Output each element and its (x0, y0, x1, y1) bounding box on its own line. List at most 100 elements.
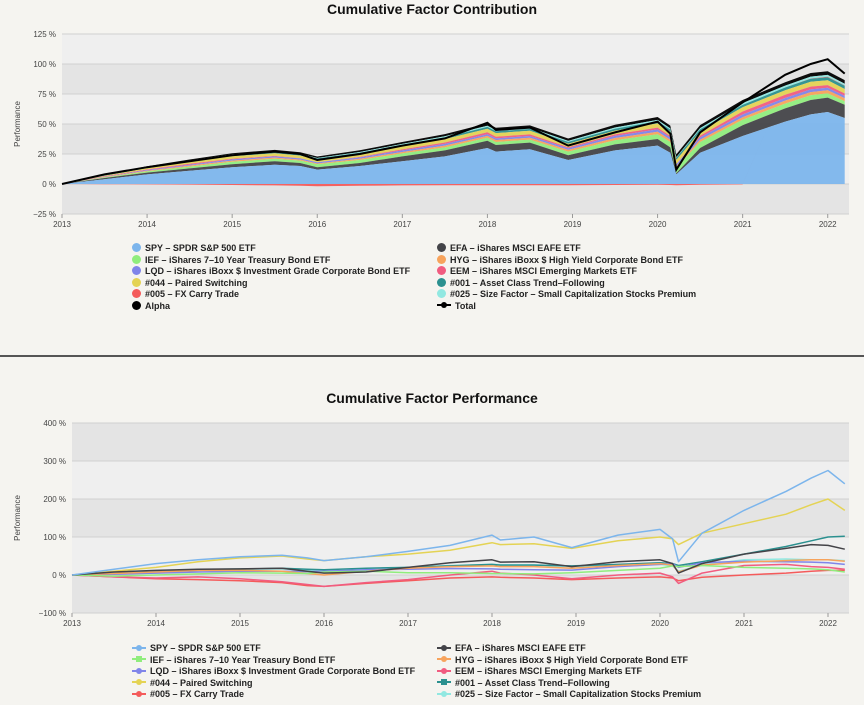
legend-swatch (437, 243, 446, 253)
x-tick-label: 2021 (735, 619, 753, 628)
legend-item-spy-spdr-s-p-500-etf[interactable]: SPY – SPDR S&P 500 ETF (132, 243, 256, 254)
legend-item-001-asset-class-trend-following[interactable]: #001 – Asset Class Trend–Following (437, 678, 610, 689)
legend-item-ief-ishares-7-10-year-treasury-bond-etf[interactable]: IEF – iShares 7–10 Year Treasury Bond ET… (132, 655, 335, 666)
legend-label: IEF – iShares 7–10 Year Treasury Bond ET… (150, 654, 336, 665)
y-tick-label: 50 % (38, 120, 56, 129)
legend-label: EFA – iShares MSCI EAFE ETF (450, 243, 581, 253)
x-tick-label: 2013 (53, 220, 71, 229)
chart1-title: Cumulative Factor Contribution (327, 1, 537, 17)
x-tick-label: 2015 (223, 220, 241, 229)
legend-item-001-asset-class-trend-following[interactable]: #001 – Asset Class Trend–Following (437, 278, 605, 289)
legend-swatch (132, 289, 141, 299)
legend-item-005-fx-carry-trade[interactable]: #005 – FX Carry Trade (132, 289, 239, 300)
legend-label: Alpha (145, 300, 171, 311)
legend-swatch (132, 254, 141, 264)
legend-swatch (132, 690, 146, 697)
legend-item-efa-ishares-msci-eafe-etf[interactable]: EFA – iShares MSCI EAFE ETF (437, 643, 586, 654)
x-tick-label: 2014 (138, 220, 156, 229)
plot-band (72, 461, 849, 499)
plot-band (62, 64, 849, 94)
legend-label: LQD – iShares iBoxx $ Investment Grade C… (145, 266, 411, 276)
y-tick-label: 300 % (43, 457, 66, 466)
factor-performance-chart: −100 % 0 % 100 % 200 % 300 % 400 % 2013 2014 201… (13, 419, 849, 628)
y-tick-label: 400 % (43, 419, 66, 428)
x-tick-label: 2017 (399, 619, 417, 628)
area-spy-spdr-s-p-500-etf (62, 112, 845, 184)
legend-label: SPY – SPDR S&P 500 ETF (145, 243, 256, 253)
legend-label: LQD – iShares iBoxx $ Investment Grade C… (150, 666, 416, 676)
legend-item-efa-ishares-msci-eafe-etf[interactable]: EFA – iShares MSCI EAFE ETF (437, 243, 581, 254)
legend-label: HYG – iShares iBoxx $ High Yield Corpora… (455, 654, 689, 665)
legend-item-044-paired-switching[interactable]: #044 – Paired Switching (132, 678, 253, 689)
y-tick-label: 0 % (42, 180, 56, 189)
legend-item-hyg-ishares-iboxx-high-yield-corporate-b[interactable]: HYG – iShares iBoxx $ High Yield Corpora… (437, 255, 683, 266)
legend-swatch (437, 656, 451, 663)
line-ief-ishares-7-10-year-treasury-bond-etf (71, 564, 845, 577)
legend-label: #001 – Asset Class Trend–Following (455, 677, 610, 688)
x-tick-label: 2016 (308, 220, 326, 229)
legend-item-eem-ishares-msci-emerging-markets-etf[interactable]: EEM – iShares MSCI Emerging Markets ETF (437, 266, 637, 277)
legend-item-ief-ishares-7-10-year-treasury-bond-etf[interactable]: IEF – iShares 7–10 Year Treasury Bond ET… (132, 255, 330, 266)
y-tick-label: 100 % (33, 60, 56, 69)
legend-swatch (437, 266, 446, 276)
line-hyg-ishares-iboxx-high-yield-corporate-b (71, 559, 845, 576)
area-ief-ishares-7-10-year-treasury-bond-etf (62, 93, 845, 184)
legend-swatch (132, 300, 141, 310)
x-tick-label: 2014 (147, 619, 165, 628)
legend-swatch (132, 656, 146, 663)
legend-item-total[interactable]: Total (437, 301, 476, 312)
legend-swatch (437, 667, 451, 674)
legend-label: #044 – Paired Switching (145, 277, 248, 288)
x-tick-label: 2020 (651, 619, 669, 628)
x-tick-label: 2019 (567, 619, 585, 628)
legend-item-eem-ishares-msci-emerging-markets-etf[interactable]: EEM – iShares MSCI Emerging Markets ETF (437, 666, 642, 677)
legend-swatch (132, 277, 141, 287)
legend-item-spy-spdr-s-p-500-etf[interactable]: SPY – SPDR S&P 500 ETF (132, 643, 261, 654)
legend-swatch (132, 644, 146, 651)
legend-label: Total (455, 300, 476, 311)
y-axis-label: Performance (13, 101, 22, 147)
legend-item-lqd-ishares-iboxx-investment-grade-corpo[interactable]: LQD – iShares iBoxx $ Investment Grade C… (132, 666, 415, 677)
plot-band (72, 575, 849, 613)
y-tick-label: 75 % (38, 90, 56, 99)
legend-label: #025 – Size Factor – Small Capitalizatio… (450, 289, 697, 299)
y-tick-label: 0 % (52, 571, 66, 580)
legend-swatch (437, 679, 451, 686)
legend-label: #044 – Paired Switching (150, 677, 253, 688)
legend-swatch (437, 277, 446, 287)
legend-label: #001 – Asset Class Trend–Following (450, 277, 605, 288)
legend-item-hyg-ishares-iboxx-high-yield-corporate-b[interactable]: HYG – iShares iBoxx $ High Yield Corpora… (437, 655, 688, 666)
legend-label: EEM – iShares MSCI Emerging Markets ETF (455, 666, 643, 676)
legend-swatch (132, 667, 146, 674)
line-spy-spdr-s-p-500-etf (71, 469, 846, 576)
line-044-paired-switching (71, 498, 846, 576)
chart2-legend: SPY – SPDR S&P 500 ETF EFA – iShares MSCI… (0, 643, 864, 705)
chart1-legend: SPY – SPDR S&P 500 ETF EFA – iShares MSCI… (0, 243, 864, 313)
y-tick-label: −25 % (33, 210, 56, 219)
legend-item-lqd-ishares-iboxx-investment-grade-corpo[interactable]: LQD – iShares iBoxx $ Investment Grade C… (132, 266, 410, 277)
legend-item-025-size-factor-small-capitalization-sto[interactable]: #025 – Size Factor – Small Capitalizatio… (437, 689, 701, 700)
legend-label: EEM – iShares MSCI Emerging Markets ETF (450, 266, 638, 276)
line-total (61, 58, 846, 185)
plot-band (62, 34, 849, 64)
legend-swatch (132, 243, 141, 253)
legend-item-044-paired-switching[interactable]: #044 – Paired Switching (132, 278, 248, 289)
x-tick-label: 2020 (649, 220, 667, 229)
x-tick-label: 2016 (315, 619, 333, 628)
legend-label: SPY – SPDR S&P 500 ETF (150, 643, 261, 653)
x-tick-label: 2019 (564, 220, 582, 229)
legend-swatch (437, 302, 451, 309)
legend-item-alpha[interactable]: Alpha (132, 301, 170, 312)
legend-label: #025 – Size Factor – Small Capitalizatio… (455, 689, 702, 699)
y-tick-label: 25 % (38, 150, 56, 159)
x-tick-label: 2022 (819, 619, 837, 628)
x-tick-label: 2022 (819, 220, 837, 229)
legend-item-025-size-factor-small-capitalization-sto[interactable]: #025 – Size Factor – Small Capitalizatio… (437, 289, 696, 300)
chart2-title: Cumulative Factor Performance (326, 390, 538, 406)
legend-swatch (437, 644, 451, 651)
line-efa-ishares-msci-eafe-etf (71, 543, 845, 576)
legend-swatch (437, 254, 446, 264)
legend-item-005-fx-carry-trade[interactable]: #005 – FX Carry Trade (132, 689, 244, 700)
legend-label: IEF – iShares 7–10 Year Treasury Bond ET… (145, 254, 331, 265)
legend-swatch (437, 289, 446, 299)
